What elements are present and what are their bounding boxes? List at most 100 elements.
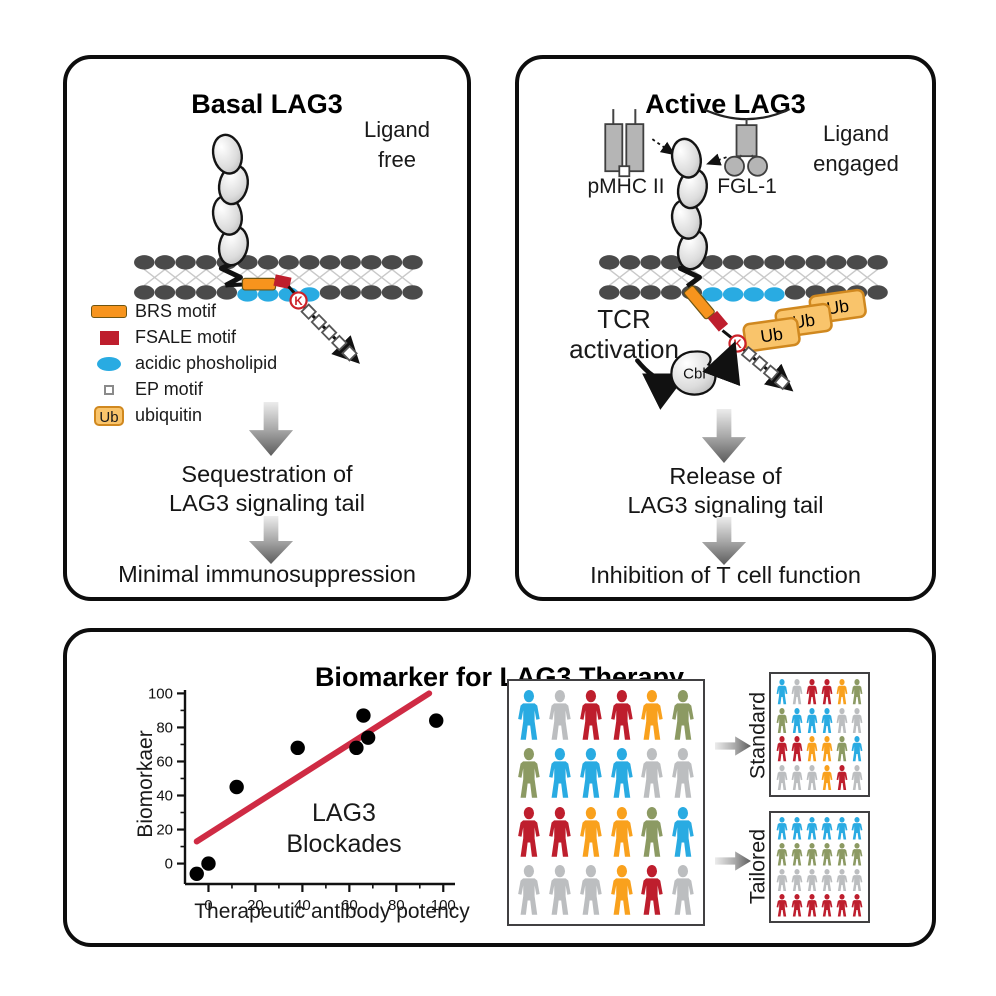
person-icon xyxy=(608,690,636,740)
brs-motif xyxy=(683,285,715,320)
person-icon xyxy=(638,864,666,915)
person-icon xyxy=(835,764,849,791)
person-icon xyxy=(805,679,819,705)
person-icon xyxy=(515,690,543,740)
svg-text:20: 20 xyxy=(156,822,173,839)
biomarker-panel: Biomarker for LAG3 Therapy 0 20 40 60 80 100 0… xyxy=(63,628,936,947)
brs-swatch-icon xyxy=(91,305,127,318)
lysine-residue-icon xyxy=(289,291,308,310)
person-icon xyxy=(820,842,834,866)
fsale-motif xyxy=(707,310,729,332)
person-icon xyxy=(805,868,819,892)
person-icon xyxy=(775,707,789,734)
person-icon xyxy=(835,842,849,866)
person-icon xyxy=(835,679,849,705)
svg-text:Ub: Ub xyxy=(759,324,784,347)
person-icon xyxy=(820,817,834,840)
legend-item-label: acidic phosholipid xyxy=(135,353,278,373)
standard-label: Standard xyxy=(745,691,770,780)
person-icon xyxy=(820,764,834,791)
x-axis-label: Therapeutic antibody potency xyxy=(194,900,470,923)
person-icon xyxy=(546,748,574,798)
legend-item: EP motif xyxy=(87,379,277,400)
standard-therapy-grid xyxy=(769,672,870,797)
tailored-therapy-grid xyxy=(769,811,870,923)
person-icon xyxy=(835,894,849,917)
svg-text:40: 40 xyxy=(156,788,173,805)
person-icon xyxy=(850,842,864,866)
tcr-activation-label: TCR activation xyxy=(569,304,679,364)
person-icon xyxy=(775,842,789,866)
person-icon xyxy=(515,748,543,798)
basal-panel-title: Basal LAG3 xyxy=(191,89,343,120)
outcome-release: Release of LAG3 signaling tail xyxy=(627,463,824,518)
pmhc-ii-label: pMHC II xyxy=(587,175,665,198)
svg-text:LAG3: LAG3 xyxy=(312,799,376,827)
person-icon xyxy=(850,764,864,791)
active-lag3-panel: Active LAG3 Ligand engaged xyxy=(515,55,936,601)
ticks: 0 20 40 60 80 100 0 20 40 60 80 100 xyxy=(148,685,456,914)
person-icon xyxy=(775,817,789,840)
svg-text:Ub: Ub xyxy=(825,296,850,319)
ligand-engaged-label: Ligand engaged xyxy=(813,121,899,176)
ubiquitin-chain: Ub Ub Ub xyxy=(742,288,867,353)
person-icon xyxy=(790,894,804,917)
y-axis-label: Biomorkaer xyxy=(134,730,157,838)
person-icon xyxy=(775,679,789,705)
brs-motif xyxy=(241,277,277,291)
person-icon xyxy=(790,764,804,791)
lag3-receptor xyxy=(211,133,249,267)
person-icon xyxy=(805,842,819,866)
person-icon xyxy=(546,690,574,740)
person-icon xyxy=(820,868,834,892)
outcome-inhibition: Inhibition of T cell function xyxy=(590,562,861,588)
data-points xyxy=(189,708,444,881)
legend-item-label: BRS motif xyxy=(135,301,217,321)
person-icon xyxy=(805,894,819,917)
ep-swatch-icon xyxy=(104,384,114,395)
person-icon xyxy=(820,679,834,705)
legend-item: acidic phosholipid xyxy=(87,353,277,374)
axes xyxy=(183,690,455,886)
svg-text:Cbl: Cbl xyxy=(683,366,706,383)
cbl-to-lysine-arrow xyxy=(702,340,741,387)
legend-item-label: EP motif xyxy=(135,379,203,399)
svg-text:0: 0 xyxy=(165,856,173,873)
person-icon xyxy=(805,764,819,791)
ligand-free-label: Ligand free xyxy=(363,117,431,172)
person-icon xyxy=(805,736,819,762)
svg-text:80: 80 xyxy=(388,897,405,914)
person-icon xyxy=(577,806,605,857)
person-icon xyxy=(577,864,605,915)
person-icon xyxy=(850,679,864,705)
ep-motif-tail xyxy=(740,345,794,392)
person-icon xyxy=(790,842,804,866)
person-icon xyxy=(775,764,789,791)
person-icon xyxy=(577,748,605,798)
fgl1-label: FGL-1 xyxy=(717,175,777,198)
lipid-membrane xyxy=(599,255,888,302)
fsale-motif xyxy=(273,274,292,289)
pmhc-ii-icon xyxy=(604,109,645,178)
plot-annotation: LAG3 Blockades xyxy=(286,799,401,858)
svg-text:80: 80 xyxy=(156,719,173,736)
person-icon xyxy=(850,707,864,734)
person-icon xyxy=(805,707,819,734)
person-icon xyxy=(515,864,543,915)
svg-text:60: 60 xyxy=(341,897,358,914)
person-icon xyxy=(835,817,849,840)
person-icon xyxy=(850,868,864,892)
person-icon xyxy=(790,817,804,840)
person-icon xyxy=(608,748,636,798)
legend-item: BRS motif xyxy=(87,301,277,322)
fgl1-binding-arrow xyxy=(706,153,727,166)
svg-text:Blockades: Blockades xyxy=(286,830,401,858)
person-icon xyxy=(820,707,834,734)
trend-line xyxy=(193,690,433,845)
ub-swatch-icon: Ub xyxy=(94,405,124,426)
basal-lag3-panel: Basal LAG3 Ligand free K BRS motif FSALE … xyxy=(63,55,471,601)
svg-text:0: 0 xyxy=(204,897,212,914)
phospholipid-swatch-icon xyxy=(97,356,121,371)
lag3-receptor xyxy=(670,137,708,271)
legend: BRS motif FSALE motif acidic phosholipid EP… xyxy=(87,301,277,426)
